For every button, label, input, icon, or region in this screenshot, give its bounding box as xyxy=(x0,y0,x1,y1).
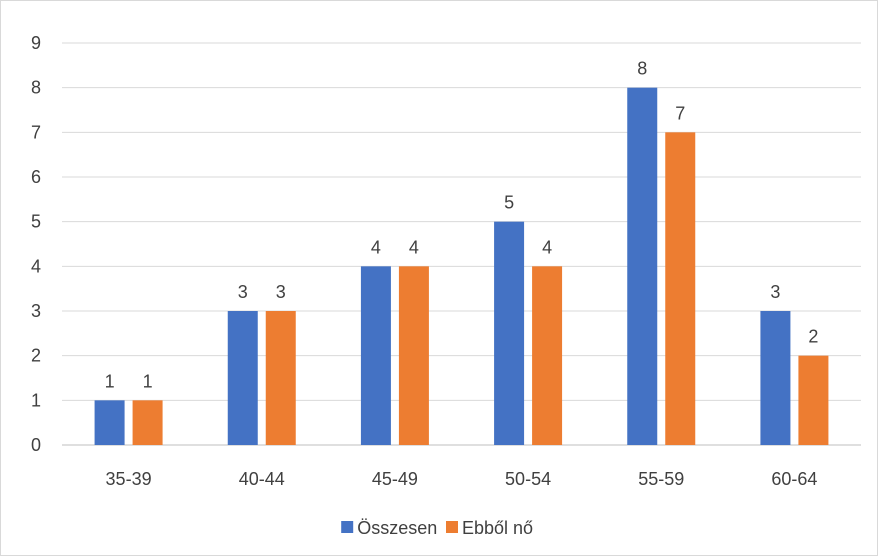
bar-osszesen xyxy=(227,311,258,445)
bar-ebbol-no xyxy=(265,311,296,445)
data-label: 3 xyxy=(238,282,248,302)
data-label: 1 xyxy=(143,371,153,391)
y-tick-label: 0 xyxy=(31,435,41,455)
y-tick-label: 2 xyxy=(31,346,41,366)
bar-ebbol-no xyxy=(798,355,829,445)
y-tick-label: 3 xyxy=(31,301,41,321)
bar-osszesen xyxy=(760,311,791,445)
bar-ebbol-no xyxy=(132,400,163,445)
x-tick-label: 50-54 xyxy=(505,469,551,489)
bar-osszesen xyxy=(360,266,391,445)
bar-ebbol-no xyxy=(532,266,563,445)
x-tick-label: 40-44 xyxy=(239,469,285,489)
bar-ebbol-no xyxy=(665,132,696,446)
data-label: 2 xyxy=(808,327,818,347)
y-tick-label: 9 xyxy=(31,33,41,53)
bar-osszesen xyxy=(627,87,658,446)
y-tick-label: 7 xyxy=(31,122,41,142)
y-tick-label: 6 xyxy=(31,167,41,187)
legend-label: Összesen xyxy=(357,518,437,538)
y-tick-label: 5 xyxy=(31,212,41,232)
y-tick-label: 1 xyxy=(31,390,41,410)
y-tick-label: 8 xyxy=(31,78,41,98)
legend-swatch xyxy=(446,521,458,533)
data-label: 3 xyxy=(770,282,780,302)
bar-osszesen xyxy=(494,221,525,445)
x-tick-label: 35-39 xyxy=(106,469,152,489)
x-tick-label: 55-59 xyxy=(638,469,684,489)
bar-ebbol-no xyxy=(398,266,429,445)
data-label: 5 xyxy=(504,193,514,213)
legend-swatch xyxy=(341,521,354,533)
data-label: 1 xyxy=(105,371,115,391)
data-label: 3 xyxy=(276,282,286,302)
x-tick-label: 45-49 xyxy=(372,469,418,489)
legend-label: Ebből nő xyxy=(462,518,533,538)
data-label: 4 xyxy=(371,237,381,257)
x-tick-label: 60-64 xyxy=(771,469,817,489)
y-tick-label: 4 xyxy=(31,256,41,276)
data-label: 4 xyxy=(409,237,419,257)
bar-osszesen xyxy=(94,400,125,445)
data-label: 7 xyxy=(675,103,685,123)
data-label: 4 xyxy=(542,237,552,257)
data-label: 8 xyxy=(637,59,647,79)
